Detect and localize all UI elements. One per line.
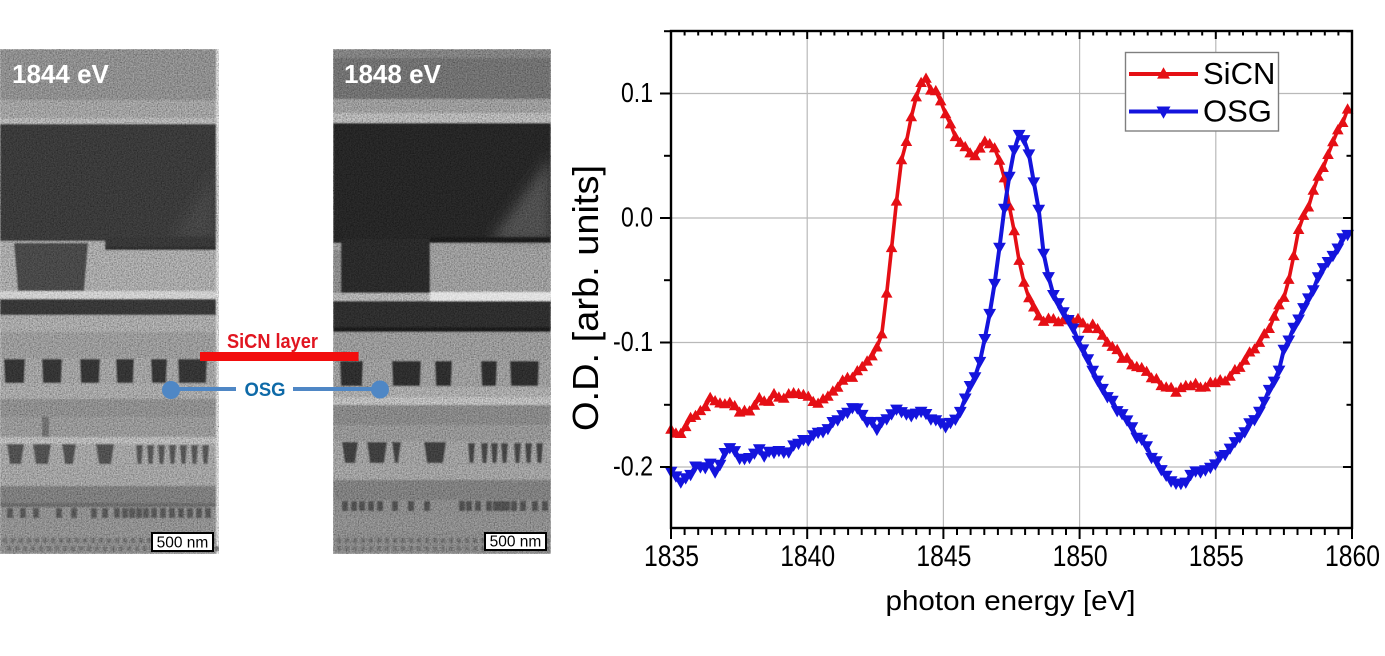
svg-text:1845: 1845 <box>916 540 971 573</box>
svg-text:OSG: OSG <box>245 380 286 401</box>
svg-text:O.D. [arb. units]: O.D. [arb. units] <box>565 165 606 431</box>
svg-text:photon energy [eV]: photon energy [eV] <box>886 585 1136 616</box>
svg-text:500 nm: 500 nm <box>157 535 209 552</box>
svg-text:1860: 1860 <box>1325 540 1380 573</box>
svg-text:SiCN: SiCN <box>1203 56 1275 91</box>
svg-text:1848 eV: 1848 eV <box>344 59 442 89</box>
svg-text:OSG: OSG <box>1203 94 1272 129</box>
svg-text:0.0: 0.0 <box>621 202 653 233</box>
svg-text:-0.2: -0.2 <box>613 451 653 482</box>
svg-text:1855: 1855 <box>1189 540 1244 573</box>
svg-text:500 nm: 500 nm <box>490 534 542 551</box>
svg-text:-0.1: -0.1 <box>613 326 653 357</box>
svg-text:1844 eV: 1844 eV <box>12 59 110 89</box>
svg-text:0.1: 0.1 <box>621 77 653 108</box>
svg-text:1850: 1850 <box>1053 540 1108 573</box>
svg-text:1835: 1835 <box>644 540 699 573</box>
svg-text:SiCN layer: SiCN layer <box>227 331 318 353</box>
svg-text:1840: 1840 <box>780 540 835 573</box>
